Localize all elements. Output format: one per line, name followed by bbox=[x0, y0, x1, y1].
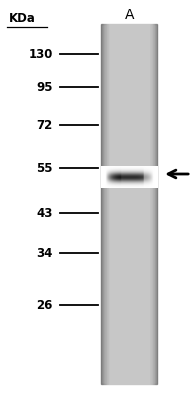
Text: 130: 130 bbox=[28, 48, 53, 60]
Bar bbox=[101, 24, 157, 384]
Bar bbox=[101, 24, 108, 384]
Bar bbox=[154, 24, 157, 384]
Text: 95: 95 bbox=[36, 81, 53, 94]
Text: KDa: KDa bbox=[9, 12, 36, 24]
Bar bbox=[152, 24, 157, 384]
Bar bbox=[150, 24, 157, 384]
Bar bbox=[101, 24, 102, 384]
Bar bbox=[153, 24, 157, 384]
Bar bbox=[101, 24, 106, 384]
Text: 43: 43 bbox=[36, 207, 53, 220]
Bar bbox=[151, 24, 157, 384]
Bar bbox=[101, 24, 109, 384]
Bar bbox=[101, 24, 104, 384]
Bar bbox=[101, 24, 107, 384]
Text: 26: 26 bbox=[36, 299, 53, 312]
Bar bbox=[101, 24, 106, 384]
Text: A: A bbox=[125, 8, 134, 22]
Bar bbox=[156, 24, 157, 384]
Text: 34: 34 bbox=[36, 247, 53, 260]
Bar bbox=[150, 24, 157, 384]
Bar bbox=[101, 24, 103, 384]
Bar bbox=[101, 24, 103, 384]
Bar bbox=[101, 24, 108, 384]
Text: 55: 55 bbox=[36, 162, 53, 174]
Bar bbox=[155, 24, 157, 384]
Text: 72: 72 bbox=[36, 119, 53, 132]
Bar bbox=[101, 24, 105, 384]
Bar bbox=[152, 24, 157, 384]
Bar bbox=[155, 24, 157, 384]
